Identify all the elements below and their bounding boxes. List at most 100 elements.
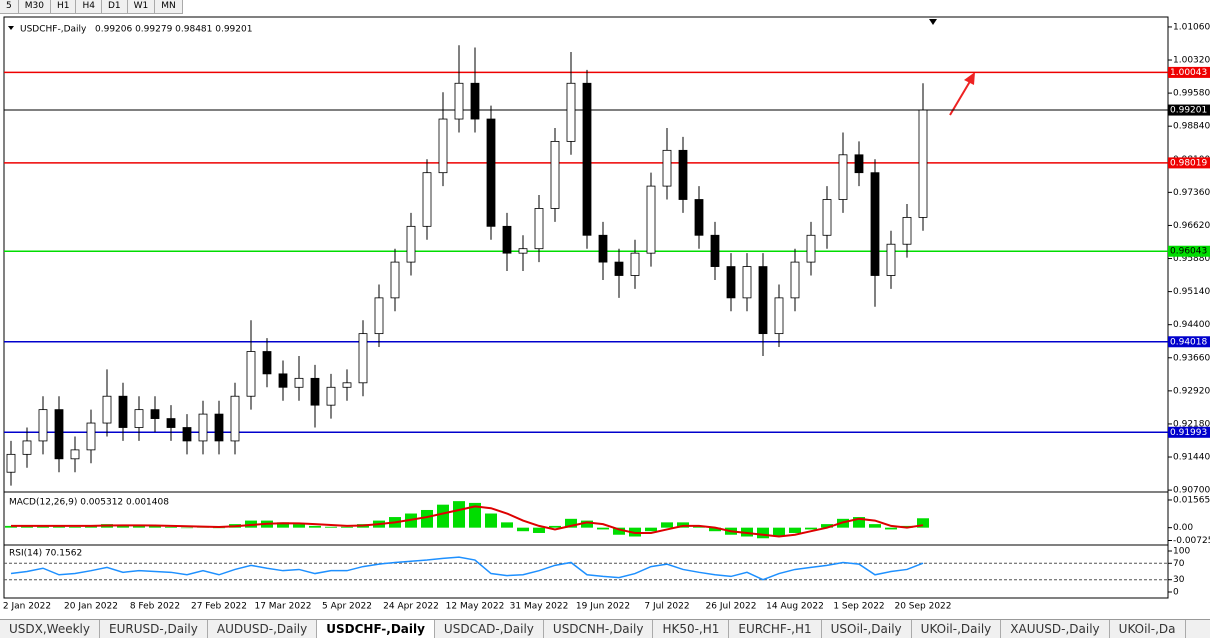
- chart-tab[interactable]: USDX,Weekly: [0, 620, 100, 638]
- x-tick-label: 26 Jul 2022: [706, 602, 757, 612]
- chart-tab[interactable]: USDCNH-,Daily: [544, 620, 654, 638]
- candle-body: [102, 395, 112, 424]
- x-tick-label: 14 Aug 2022: [766, 602, 824, 612]
- shift-marker: [929, 19, 937, 25]
- timeframe-button[interactable]: H4: [76, 0, 102, 13]
- candle-body: [694, 199, 704, 236]
- timeframe-button[interactable]: M30: [19, 0, 51, 13]
- chart-tab[interactable]: USDCHF-,Daily: [317, 620, 435, 638]
- timeframe-button[interactable]: 5: [0, 0, 19, 13]
- macd-bar: [549, 525, 561, 528]
- macd-bar: [453, 501, 465, 528]
- chart-tab[interactable]: USDCAD-,Daily: [435, 620, 544, 638]
- level-label: 0.98019: [1170, 158, 1207, 168]
- y-tick-label: 0.015654: [1173, 495, 1210, 505]
- chart-tab[interactable]: HK50-,H1: [653, 620, 730, 638]
- candle-body: [806, 234, 816, 263]
- level-label: 0.91993: [1170, 428, 1207, 438]
- candle-body: [774, 297, 784, 335]
- y-tick-label: 0.92920: [1173, 386, 1210, 396]
- level-label: 0.99201: [1170, 106, 1207, 116]
- candle-body: [358, 333, 368, 384]
- candle-body: [182, 427, 192, 442]
- candle-body: [566, 82, 576, 142]
- annotation-arrowhead: [964, 72, 975, 85]
- macd-bar: [613, 527, 625, 535]
- x-tick-label: 27 Feb 2022: [191, 602, 247, 612]
- chart-tab[interactable]: XAUUSD-,Daily: [1001, 620, 1110, 638]
- level-tag: [1168, 66, 1210, 78]
- y-tick-label: 0.91440: [1173, 453, 1210, 463]
- candle-body: [374, 297, 384, 335]
- macd-bar: [661, 522, 673, 528]
- candle-body: [758, 266, 768, 335]
- candle-body: [166, 418, 176, 428]
- macd-bar: [437, 504, 449, 528]
- chart-tab[interactable]: UKOil-,Da: [1110, 620, 1186, 638]
- y-tick-label: 0.95140: [1173, 287, 1210, 297]
- y-tick-label: 1.00320: [1173, 56, 1210, 66]
- macd-bar: [885, 527, 897, 530]
- macd-bar: [533, 527, 545, 533]
- x-tick-label: 24 Apr 2022: [383, 602, 439, 612]
- candle-body: [646, 185, 656, 254]
- timeframe-button[interactable]: H1: [51, 0, 77, 13]
- candle-body: [54, 409, 64, 460]
- timeframe-button[interactable]: MN: [155, 0, 183, 13]
- macd-bar: [645, 527, 657, 532]
- macd-bar: [293, 524, 305, 528]
- candle-body: [678, 149, 688, 200]
- candle-body: [214, 413, 224, 442]
- y-tick-label: 0.90700: [1173, 486, 1210, 496]
- chart-tab[interactable]: EURUSD-,Daily: [100, 620, 208, 638]
- candle-body: [598, 234, 608, 263]
- chart-tab[interactable]: USOil-,Daily: [822, 620, 912, 638]
- macd-bar: [341, 526, 353, 528]
- candle-body: [870, 172, 880, 276]
- candle-body: [854, 154, 864, 174]
- macd-bar: [917, 518, 929, 528]
- x-tick-label: 20 Sep 2022: [894, 602, 951, 612]
- signal-line: [11, 505, 924, 538]
- macd-bar: [165, 526, 177, 528]
- candle-body: [550, 140, 560, 209]
- y-tick-label: 0.92180: [1173, 419, 1210, 429]
- candle-body: [630, 252, 640, 276]
- candle-body: [118, 395, 128, 428]
- menu-triangle: [8, 26, 14, 30]
- candle-body: [22, 440, 32, 455]
- y-tick-label: 0.99580: [1173, 89, 1210, 99]
- macd-bar: [277, 522, 289, 528]
- candle-body: [742, 266, 752, 299]
- macd-bar: [517, 527, 529, 532]
- candle-body: [278, 373, 288, 388]
- level-tag: [1168, 426, 1210, 438]
- macd-bar: [709, 527, 721, 532]
- level-tag: [1168, 245, 1210, 257]
- candle-body: [662, 149, 672, 187]
- candle-body: [150, 409, 160, 419]
- x-tick-label: 31 May 2022: [510, 602, 569, 612]
- macd-bar: [853, 517, 865, 528]
- macd-bar: [485, 513, 497, 528]
- macd-bar: [181, 527, 193, 529]
- chart-tab[interactable]: AUDUSD-,Daily: [208, 620, 318, 638]
- candle-body: [470, 82, 480, 120]
- chart-tab[interactable]: EURCHF-,H1: [729, 620, 822, 638]
- candle-body: [518, 248, 528, 254]
- candle-body: [902, 216, 912, 245]
- level-tag: [1168, 104, 1210, 116]
- y-tick-label: 0.93660: [1173, 353, 1210, 363]
- chart: 1.010601.003200.995800.988400.981000.973…: [3, 16, 1210, 612]
- macd-bar: [757, 527, 769, 539]
- x-tick-label: 2 Jan 2022: [3, 602, 51, 612]
- chart-tab[interactable]: UKOil-,Daily: [912, 620, 1002, 638]
- macd-bar: [581, 520, 593, 528]
- macd-bar: [773, 527, 785, 537]
- y-tick-label: 0: [1173, 588, 1179, 598]
- timeframe-button[interactable]: D1: [102, 0, 128, 13]
- candle-body: [246, 351, 256, 397]
- timeframe-button[interactable]: W1: [128, 0, 156, 13]
- macd-bar: [789, 527, 801, 533]
- y-tick-label: 0.94400: [1173, 320, 1210, 330]
